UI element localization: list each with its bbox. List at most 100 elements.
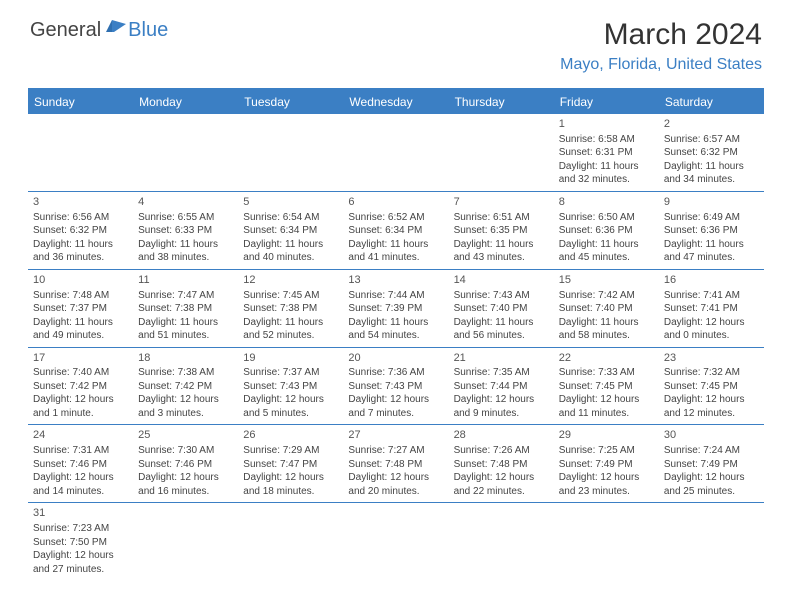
sunrise-text: Sunrise: 7:44 AM bbox=[348, 289, 443, 303]
day-cell: 14Sunrise: 7:43 AMSunset: 7:40 PMDayligh… bbox=[449, 270, 554, 347]
daylight-text: and 41 minutes. bbox=[348, 251, 443, 265]
sunrise-text: Sunrise: 7:30 AM bbox=[138, 444, 233, 458]
sunrise-text: Sunrise: 6:56 AM bbox=[33, 211, 128, 225]
day-cell: 29Sunrise: 7:25 AMSunset: 7:49 PMDayligh… bbox=[554, 425, 659, 502]
daylight-text: and 40 minutes. bbox=[243, 251, 338, 265]
sunset-text: Sunset: 7:40 PM bbox=[559, 302, 654, 316]
sunrise-text: Sunrise: 6:52 AM bbox=[348, 211, 443, 225]
day-number: 23 bbox=[664, 351, 759, 366]
day-cell: 31Sunrise: 7:23 AMSunset: 7:50 PMDayligh… bbox=[28, 503, 133, 580]
empty-cell bbox=[343, 114, 448, 191]
day-number: 28 bbox=[454, 428, 549, 443]
daylight-text: Daylight: 12 hours bbox=[348, 471, 443, 485]
sunrise-text: Sunrise: 7:48 AM bbox=[33, 289, 128, 303]
sunrise-text: Sunrise: 6:57 AM bbox=[664, 133, 759, 147]
sunset-text: Sunset: 7:43 PM bbox=[348, 380, 443, 394]
day-number: 10 bbox=[33, 273, 128, 288]
daylight-text: and 5 minutes. bbox=[243, 407, 338, 421]
sunset-text: Sunset: 6:32 PM bbox=[33, 224, 128, 238]
day-cell: 23Sunrise: 7:32 AMSunset: 7:45 PMDayligh… bbox=[659, 348, 764, 425]
daylight-text: and 36 minutes. bbox=[33, 251, 128, 265]
day-cell: 11Sunrise: 7:47 AMSunset: 7:38 PMDayligh… bbox=[133, 270, 238, 347]
day-cell: 20Sunrise: 7:36 AMSunset: 7:43 PMDayligh… bbox=[343, 348, 448, 425]
day-cell: 21Sunrise: 7:35 AMSunset: 7:44 PMDayligh… bbox=[449, 348, 554, 425]
week-row: 3Sunrise: 6:56 AMSunset: 6:32 PMDaylight… bbox=[28, 192, 764, 270]
daylight-text: Daylight: 12 hours bbox=[664, 393, 759, 407]
daylight-text: and 58 minutes. bbox=[559, 329, 654, 343]
sunset-text: Sunset: 7:45 PM bbox=[664, 380, 759, 394]
sunset-text: Sunset: 7:47 PM bbox=[243, 458, 338, 472]
daylight-text: and 32 minutes. bbox=[559, 173, 654, 187]
sunrise-text: Sunrise: 7:45 AM bbox=[243, 289, 338, 303]
day-cell: 18Sunrise: 7:38 AMSunset: 7:42 PMDayligh… bbox=[133, 348, 238, 425]
weekday-header: Thursday bbox=[449, 90, 554, 114]
logo-text-blue: Blue bbox=[128, 19, 168, 42]
sunset-text: Sunset: 7:49 PM bbox=[559, 458, 654, 472]
daylight-text: Daylight: 12 hours bbox=[454, 393, 549, 407]
daylight-text: and 27 minutes. bbox=[33, 563, 128, 577]
day-cell: 26Sunrise: 7:29 AMSunset: 7:47 PMDayligh… bbox=[238, 425, 343, 502]
day-number: 1 bbox=[559, 117, 654, 132]
day-number: 15 bbox=[559, 273, 654, 288]
day-cell: 8Sunrise: 6:50 AMSunset: 6:36 PMDaylight… bbox=[554, 192, 659, 269]
sunrise-text: Sunrise: 7:41 AM bbox=[664, 289, 759, 303]
day-cell: 3Sunrise: 6:56 AMSunset: 6:32 PMDaylight… bbox=[28, 192, 133, 269]
daylight-text: Daylight: 12 hours bbox=[33, 393, 128, 407]
day-cell: 10Sunrise: 7:48 AMSunset: 7:37 PMDayligh… bbox=[28, 270, 133, 347]
daylight-text: and 0 minutes. bbox=[664, 329, 759, 343]
daylight-text: Daylight: 12 hours bbox=[559, 471, 654, 485]
empty-cell bbox=[238, 114, 343, 191]
day-cell: 30Sunrise: 7:24 AMSunset: 7:49 PMDayligh… bbox=[659, 425, 764, 502]
day-cell: 24Sunrise: 7:31 AMSunset: 7:46 PMDayligh… bbox=[28, 425, 133, 502]
sunset-text: Sunset: 7:50 PM bbox=[33, 536, 128, 550]
sunset-text: Sunset: 6:34 PM bbox=[243, 224, 338, 238]
daylight-text: Daylight: 12 hours bbox=[348, 393, 443, 407]
daylight-text: and 38 minutes. bbox=[138, 251, 233, 265]
daylight-text: Daylight: 11 hours bbox=[33, 238, 128, 252]
day-cell: 12Sunrise: 7:45 AMSunset: 7:38 PMDayligh… bbox=[238, 270, 343, 347]
sunset-text: Sunset: 7:48 PM bbox=[454, 458, 549, 472]
weekday-header: Monday bbox=[133, 90, 238, 114]
day-cell: 9Sunrise: 6:49 AMSunset: 6:36 PMDaylight… bbox=[659, 192, 764, 269]
sunset-text: Sunset: 7:44 PM bbox=[454, 380, 549, 394]
day-cell: 28Sunrise: 7:26 AMSunset: 7:48 PMDayligh… bbox=[449, 425, 554, 502]
daylight-text: Daylight: 11 hours bbox=[348, 316, 443, 330]
sunset-text: Sunset: 7:43 PM bbox=[243, 380, 338, 394]
empty-cell bbox=[133, 114, 238, 191]
sunrise-text: Sunrise: 7:33 AM bbox=[559, 366, 654, 380]
daylight-text: Daylight: 11 hours bbox=[138, 316, 233, 330]
sunset-text: Sunset: 7:38 PM bbox=[138, 302, 233, 316]
empty-cell bbox=[343, 503, 448, 580]
daylight-text: and 14 minutes. bbox=[33, 485, 128, 499]
sunrise-text: Sunrise: 7:35 AM bbox=[454, 366, 549, 380]
sunset-text: Sunset: 7:42 PM bbox=[138, 380, 233, 394]
sunset-text: Sunset: 7:40 PM bbox=[454, 302, 549, 316]
title-block: March 2024 Mayo, Florida, United States bbox=[560, 18, 762, 74]
sunset-text: Sunset: 7:48 PM bbox=[348, 458, 443, 472]
daylight-text: Daylight: 12 hours bbox=[559, 393, 654, 407]
daylight-text: Daylight: 12 hours bbox=[243, 471, 338, 485]
daylight-text: Daylight: 11 hours bbox=[559, 238, 654, 252]
day-number: 30 bbox=[664, 428, 759, 443]
sunrise-text: Sunrise: 6:51 AM bbox=[454, 211, 549, 225]
day-number: 9 bbox=[664, 195, 759, 210]
day-cell: 22Sunrise: 7:33 AMSunset: 7:45 PMDayligh… bbox=[554, 348, 659, 425]
weekday-header: Sunday bbox=[28, 90, 133, 114]
day-number: 25 bbox=[138, 428, 233, 443]
weeks-container: 1Sunrise: 6:58 AMSunset: 6:31 PMDaylight… bbox=[28, 114, 764, 580]
sunset-text: Sunset: 7:41 PM bbox=[664, 302, 759, 316]
logo-text-general: General bbox=[30, 19, 101, 42]
week-row: 17Sunrise: 7:40 AMSunset: 7:42 PMDayligh… bbox=[28, 348, 764, 426]
empty-cell bbox=[28, 114, 133, 191]
day-cell: 1Sunrise: 6:58 AMSunset: 6:31 PMDaylight… bbox=[554, 114, 659, 191]
sunset-text: Sunset: 7:38 PM bbox=[243, 302, 338, 316]
sunset-text: Sunset: 6:34 PM bbox=[348, 224, 443, 238]
sunrise-text: Sunrise: 7:29 AM bbox=[243, 444, 338, 458]
daylight-text: and 7 minutes. bbox=[348, 407, 443, 421]
day-number: 12 bbox=[243, 273, 338, 288]
sunset-text: Sunset: 7:49 PM bbox=[664, 458, 759, 472]
sunset-text: Sunset: 7:46 PM bbox=[138, 458, 233, 472]
empty-cell bbox=[238, 503, 343, 580]
daylight-text: and 51 minutes. bbox=[138, 329, 233, 343]
day-cell: 7Sunrise: 6:51 AMSunset: 6:35 PMDaylight… bbox=[449, 192, 554, 269]
